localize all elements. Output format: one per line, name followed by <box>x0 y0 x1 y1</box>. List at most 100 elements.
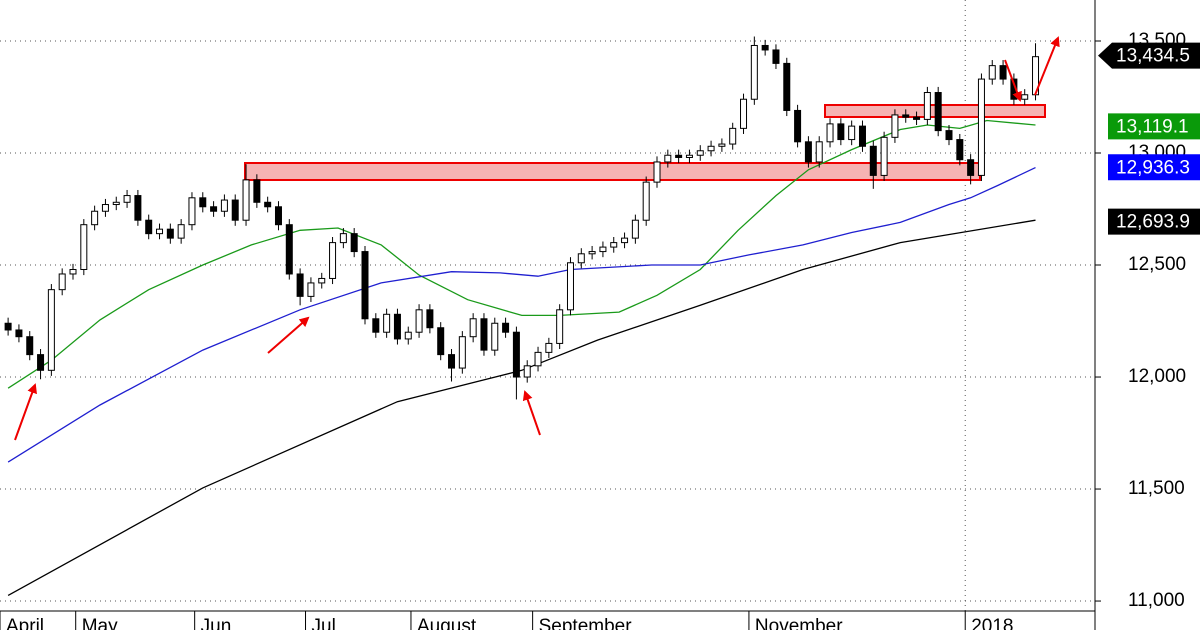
candle-body <box>458 336 466 369</box>
candle-body <box>534 351 542 367</box>
candle-body <box>58 273 66 291</box>
candle-body <box>339 233 347 244</box>
candle-body <box>631 219 639 239</box>
candle-body <box>718 143 726 147</box>
price-tag-label: 12,936.3 <box>1116 157 1190 178</box>
candle-body <box>393 313 401 340</box>
candle-body <box>956 139 964 161</box>
candle-body <box>826 123 834 143</box>
candle-body <box>880 136 888 176</box>
candle-body <box>512 331 520 378</box>
candle-body <box>945 130 953 141</box>
candle-body <box>707 145 715 152</box>
y-tick-label: 11,500 <box>1128 478 1185 499</box>
price-tags: 13,434.5 13,119.1 12,936.3 12,693.9 <box>1098 42 1200 235</box>
price-tag <box>1108 208 1200 235</box>
y-tick-label: 12,000 <box>1128 366 1186 387</box>
candle-body <box>264 201 272 208</box>
candle-body <box>426 309 434 329</box>
candle-body <box>988 65 996 80</box>
candle-body <box>837 123 845 141</box>
y-tick-label: 11,000 <box>1128 590 1185 611</box>
candle-body <box>350 233 358 253</box>
arrow <box>267 316 310 354</box>
candle-body <box>740 98 748 129</box>
candle-body <box>869 145 877 176</box>
candle-body <box>621 237 629 244</box>
arrow <box>1004 59 1022 102</box>
candle-body <box>902 114 910 118</box>
candle-body <box>783 62 791 111</box>
candle-body <box>15 329 23 338</box>
candle-body <box>156 228 164 235</box>
candle-body <box>123 195 131 203</box>
candle-body <box>934 92 942 132</box>
arrow <box>14 383 37 441</box>
candle-body <box>696 150 704 156</box>
price-tag <box>1098 42 1200 69</box>
candle-body <box>761 44 769 51</box>
price-tag-label: 13,119.1 <box>1116 116 1189 137</box>
arrow <box>522 390 541 436</box>
candle-body <box>577 253 585 264</box>
candle-body <box>804 141 812 163</box>
candle-body <box>307 282 315 297</box>
candle-body <box>588 251 596 255</box>
x-tick-label: Jun <box>201 616 232 630</box>
candle-body <box>599 246 607 253</box>
candle-body <box>372 318 380 333</box>
candle-body <box>750 44 758 100</box>
x-tick-label: September <box>539 616 633 630</box>
candle-body <box>318 277 326 284</box>
x-tick-label: May <box>82 616 118 630</box>
candle-body <box>999 65 1007 80</box>
candle-body <box>448 354 456 369</box>
candle-body <box>47 289 55 371</box>
candle-body <box>642 181 650 221</box>
candle-body <box>675 154 683 158</box>
candle-body <box>858 125 866 147</box>
candle-body <box>80 224 88 270</box>
candle-body <box>664 154 672 163</box>
candle-body <box>199 197 207 208</box>
candle-body <box>188 197 196 226</box>
axis-labels: 11,00011,50012,00012,50013,00013,500Apri… <box>0 30 1186 635</box>
candle-body <box>220 199 228 212</box>
candle-body <box>653 161 661 183</box>
candle-body <box>1021 94 1029 100</box>
x-tick-label: Jul <box>312 616 336 630</box>
candle-body <box>977 78 985 176</box>
candle-body <box>296 273 304 297</box>
candle-body <box>210 206 218 212</box>
candle-body <box>112 201 120 206</box>
y-tick-label: 12,500 <box>1128 254 1186 275</box>
candles <box>4 36 1040 400</box>
candle-body <box>166 228 174 239</box>
candle-body <box>134 195 142 221</box>
x-tick-label: April <box>6 616 44 630</box>
candle-body <box>545 342 553 353</box>
moving-average <box>7 167 1036 463</box>
candle-body <box>815 141 823 163</box>
candle-body <box>4 322 12 331</box>
zones <box>244 104 1046 181</box>
candle-body <box>610 242 618 248</box>
candle-body <box>37 354 45 371</box>
candle-body <box>502 322 510 333</box>
candle-body <box>556 309 564 344</box>
x-tick-label: August <box>417 616 477 630</box>
x-tick-label: November <box>755 616 843 630</box>
candle-body <box>729 127 737 145</box>
candle-body <box>848 125 856 141</box>
candle-body <box>177 224 185 239</box>
arrow <box>1034 36 1060 96</box>
candle-body <box>415 309 423 333</box>
candle-body <box>91 210 99 226</box>
candle-body <box>491 322 499 351</box>
candle-body <box>404 331 412 340</box>
grid <box>0 0 1095 611</box>
candle-body <box>480 318 488 351</box>
candle-body <box>69 268 77 275</box>
